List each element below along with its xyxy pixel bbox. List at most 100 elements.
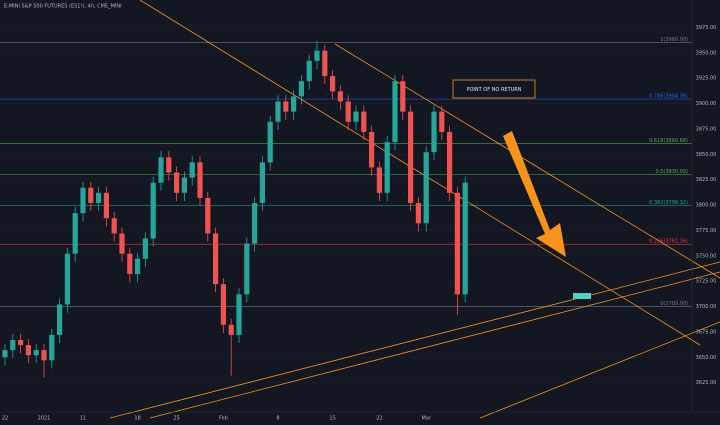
annotation-box xyxy=(452,79,536,99)
trend-line xyxy=(139,0,701,346)
x-tick-label: 22 xyxy=(2,416,8,422)
x-tick-label: 18 xyxy=(134,416,140,422)
candle-body xyxy=(25,345,31,356)
y-tick-label: 3800.00 xyxy=(696,203,717,209)
candle-body xyxy=(306,60,312,82)
candle-body xyxy=(298,81,304,97)
candle-body xyxy=(291,96,297,112)
candle-body xyxy=(228,324,234,335)
trend-line xyxy=(334,43,720,279)
y-tick-label: 3750.00 xyxy=(696,253,717,259)
annotation: POINT OF NO RETURN xyxy=(466,87,521,93)
candle-body xyxy=(322,50,328,77)
candle-body xyxy=(96,192,102,203)
candle-body xyxy=(267,121,273,163)
x-tick-label: 15 xyxy=(329,416,335,422)
candle-body xyxy=(57,304,63,335)
candle-body xyxy=(166,157,172,173)
y-tick-label: 3975.00 xyxy=(696,25,717,31)
trend-line xyxy=(109,261,720,419)
candle-body xyxy=(142,238,148,259)
candle-body xyxy=(423,152,429,224)
y-tick-label: 3875.00 xyxy=(696,126,717,132)
y-tick-label: 3900.00 xyxy=(696,101,717,107)
fib-label: 1(3960.00) xyxy=(660,37,688,43)
x-tick-label: Feb xyxy=(219,416,228,422)
x-tick-label: Mar xyxy=(421,416,431,422)
candle-body xyxy=(408,111,414,203)
candle-body xyxy=(447,131,453,193)
y-tick-label: 3825.00 xyxy=(696,177,717,183)
candle-body xyxy=(462,182,468,295)
x-tick-label: 25 xyxy=(173,416,179,422)
x-tick-label: 8 xyxy=(276,416,279,422)
fib-label: 0.618(3860.68) xyxy=(649,138,688,144)
candle-body xyxy=(197,162,203,198)
candle-body xyxy=(415,202,421,224)
fib-label: 0.382(3799.32) xyxy=(649,200,688,206)
candle-body xyxy=(135,258,141,275)
candle-body xyxy=(181,177,187,193)
candle-body xyxy=(174,172,180,193)
candle-body xyxy=(205,197,211,234)
candle-body xyxy=(244,243,250,295)
arrow xyxy=(503,131,566,257)
chart-title: E-MINI S&P 500 FUTURES (ES1!), 4h, CME_M… xyxy=(4,4,122,10)
candle-body xyxy=(33,350,39,356)
candle-body xyxy=(103,192,109,219)
candle-body xyxy=(259,162,265,203)
candle-body xyxy=(353,111,359,122)
candle-body xyxy=(41,350,47,361)
y-tick-label: 3675.00 xyxy=(696,329,717,335)
candle-body xyxy=(337,91,343,102)
y-tick-label: 3700.00 xyxy=(696,304,717,310)
candle-body xyxy=(213,233,219,285)
candle-body xyxy=(252,202,258,244)
candle-body xyxy=(127,253,133,275)
candle-body xyxy=(111,218,117,234)
y-tick-label: 3625.00 xyxy=(696,380,717,386)
candle-body xyxy=(400,81,406,112)
candle-body xyxy=(119,233,125,254)
trend-line xyxy=(479,321,720,419)
candle-body xyxy=(330,76,336,92)
candle-body xyxy=(72,213,78,254)
candle-body xyxy=(10,339,16,351)
candle-body xyxy=(454,192,460,295)
candle-body xyxy=(275,101,281,122)
candles-layer xyxy=(2,40,468,378)
y-tick-label: 3650.00 xyxy=(696,355,717,361)
candle-body xyxy=(158,157,164,183)
candle-body xyxy=(2,350,8,358)
candle-body xyxy=(345,101,351,122)
candle-body xyxy=(64,253,70,305)
trend-line xyxy=(149,271,720,419)
candle-body xyxy=(88,187,94,203)
target-box xyxy=(573,293,591,299)
candle-body xyxy=(431,111,437,153)
candle-body xyxy=(189,162,195,178)
candle-body xyxy=(361,111,367,132)
fib-label: 0(3700.00) xyxy=(660,301,688,307)
x-tick-label: 11 xyxy=(80,416,86,422)
candle-body xyxy=(49,334,55,361)
candle-body xyxy=(392,81,398,143)
candle-body xyxy=(376,167,382,193)
y-tick-label: 3775.00 xyxy=(696,228,717,234)
y-tick-label: 3950.00 xyxy=(696,50,717,56)
candle-body xyxy=(220,284,226,325)
fib-label: 0.5(3830.00) xyxy=(655,169,688,175)
candle-body xyxy=(439,111,445,132)
candle-body xyxy=(80,187,86,214)
fib-label: 0.786(3904.36) xyxy=(649,94,688,100)
trend-lines xyxy=(109,0,720,419)
y-tick-label: 3850.00 xyxy=(696,152,717,158)
y-tick-label: 3725.00 xyxy=(696,279,717,285)
x-tick-label: 22 xyxy=(376,416,382,422)
candle-body xyxy=(18,339,24,346)
y-tick-label: 3925.00 xyxy=(696,76,717,82)
candle-body xyxy=(314,50,320,61)
candle-body xyxy=(369,131,375,168)
